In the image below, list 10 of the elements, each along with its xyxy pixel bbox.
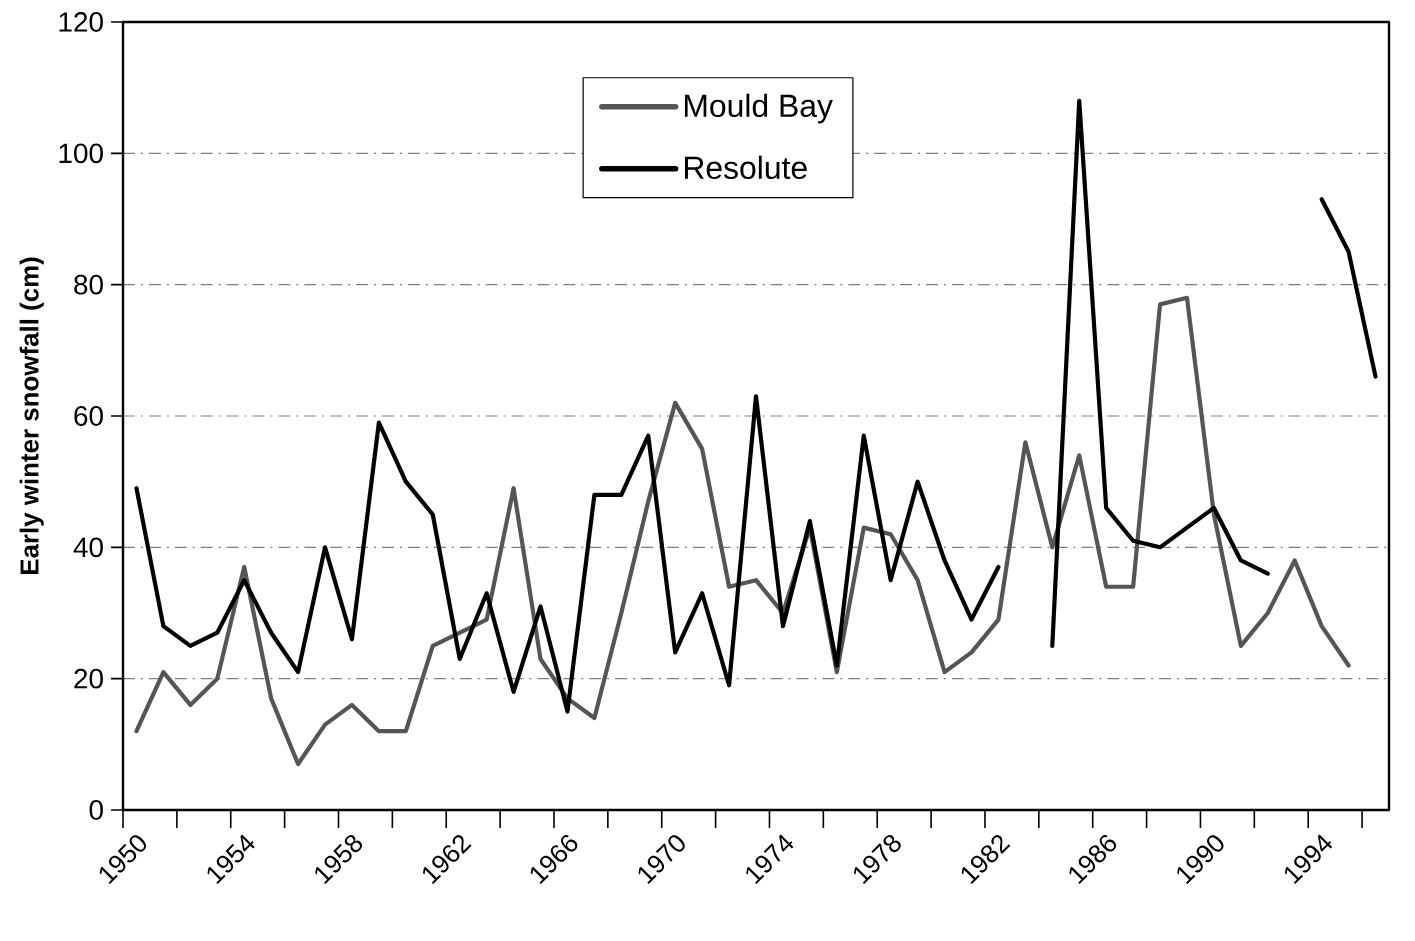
y-tick-label: 60	[74, 406, 103, 426]
y-tick-label: 100	[59, 143, 103, 164]
y-tick-label: 40	[73, 537, 103, 558]
y-axis-title: Early winter snowfall (cm)	[19, 257, 44, 575]
y-tick-label: 80	[74, 274, 103, 295]
y-tick-label: 120	[59, 12, 103, 32]
y-tick-label: 20	[74, 668, 103, 689]
legend-label: Mould Bay	[684, 93, 833, 124]
y-tick-label: 0	[89, 800, 103, 820]
legend-label: Resolute	[684, 155, 807, 180]
